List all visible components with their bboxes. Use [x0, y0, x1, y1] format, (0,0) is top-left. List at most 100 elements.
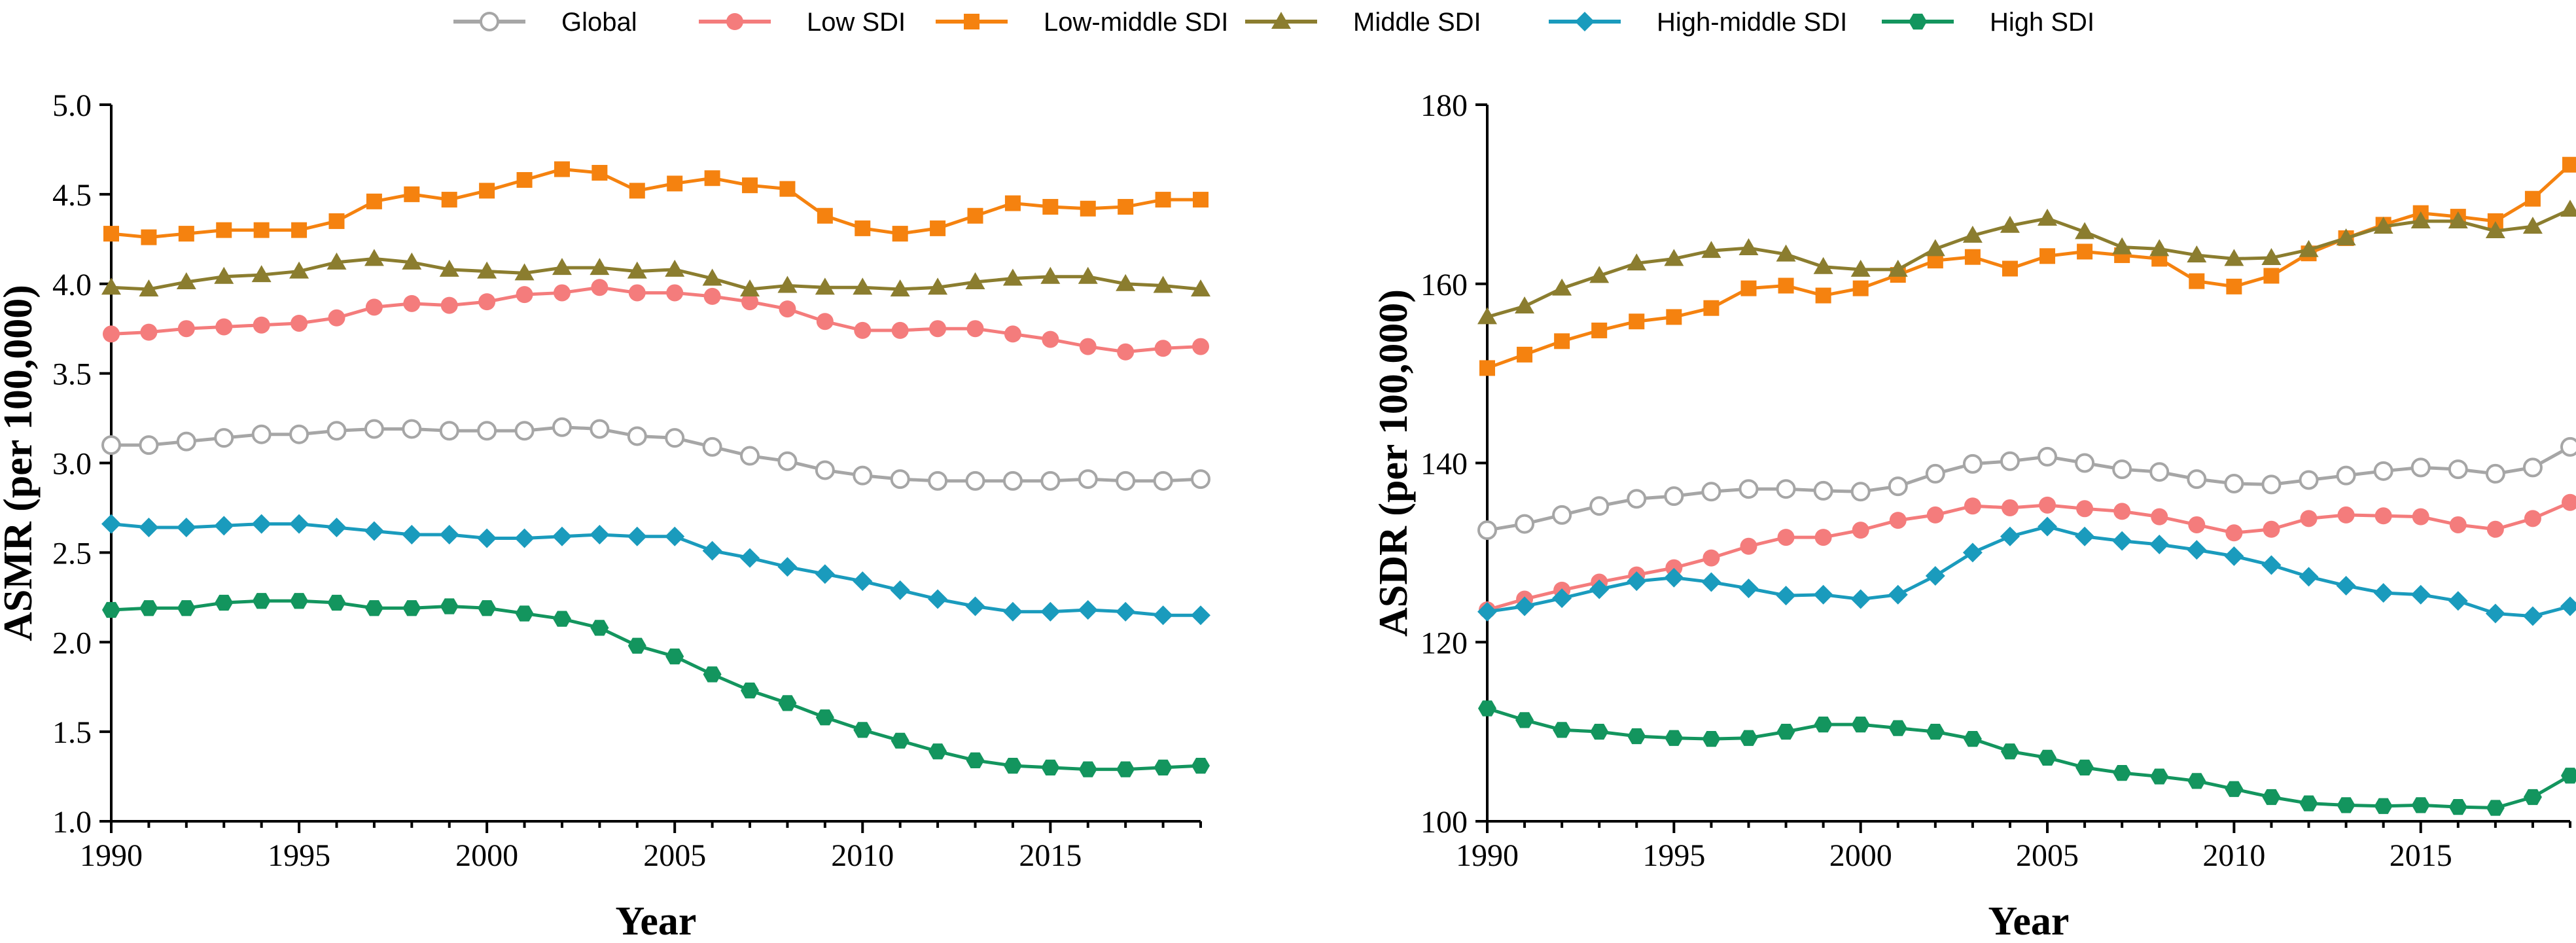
data-point-middle-sdi [2560, 200, 2576, 217]
data-point-global [1153, 471, 1173, 491]
data-point-high-middle-sdi [1589, 579, 1610, 599]
data-point-low-middle-sdi [291, 222, 308, 238]
data-point-high-sdi [2075, 759, 2094, 775]
data-point-middle-sdi [1477, 307, 1497, 325]
data-point-low-sdi [2562, 493, 2576, 511]
data-point-low-middle-sdi [2562, 156, 2576, 173]
data-point-middle-sdi [2075, 222, 2095, 240]
data-point-low-sdi [779, 300, 796, 318]
data-point-middle-sdi [1589, 266, 1610, 283]
data-point-middle-sdi [477, 261, 497, 279]
data-point-low-sdi [741, 293, 759, 311]
data-point-high-sdi [215, 594, 234, 611]
x-axis-title: Year [616, 899, 697, 943]
legend-marker-high-sdi [1909, 13, 1927, 30]
data-point-middle-sdi [289, 261, 309, 279]
series-high-sdi [1478, 700, 2576, 816]
data-point-low-sdi [103, 325, 120, 343]
data-point-global [1191, 469, 1210, 489]
data-point-high-sdi [1814, 717, 1833, 733]
x-tick-label: 1990 [80, 838, 143, 873]
data-point-low-middle-sdi [817, 207, 833, 224]
data-point-high-middle-sdi [2522, 606, 2543, 626]
data-point-global [740, 446, 760, 466]
data-point-low-sdi [2337, 506, 2355, 524]
data-point-global [1962, 454, 1983, 474]
data-point-high-middle-sdi [1477, 601, 1497, 622]
data-point-global [402, 419, 422, 439]
data-point-low-middle-sdi [1080, 200, 1096, 217]
legend-item-global: Global [453, 8, 637, 37]
data-point-global [2112, 459, 2132, 480]
asdr-chart-panel: 100 120 140 160 180 1990 1995 2000 2005 2010 2015 Y… [1371, 88, 2576, 943]
data-point-high-middle-sdi [2373, 582, 2393, 603]
data-point-high-middle-sdi [1925, 565, 1945, 586]
data-point-middle-sdi [2149, 239, 2170, 257]
data-point-high-middle-sdi [1002, 601, 1023, 622]
data-point-high-middle-sdi [1116, 601, 1136, 622]
data-point-high-middle-sdi [1813, 584, 1833, 605]
y-tick-label: 5.0 [52, 88, 92, 123]
data-point-high-middle-sdi [139, 518, 159, 538]
data-point-global [777, 451, 798, 471]
data-point-low-sdi [1042, 330, 1059, 348]
data-point-global [1002, 471, 1023, 491]
data-point-high-sdi [2374, 798, 2393, 814]
data-point-global [1477, 520, 1497, 541]
data-point-global [326, 421, 347, 441]
data-point-high-middle-sdi [289, 514, 309, 534]
data-point-high-middle-sdi [665, 526, 685, 546]
y-tick-label: 100 [1420, 805, 1468, 840]
data-point-middle-sdi [2038, 208, 2058, 226]
data-point-middle-sdi [965, 272, 985, 290]
data-point-middle-sdi [740, 279, 760, 296]
data-point-high-middle-sdi [702, 541, 722, 561]
data-point-middle-sdi [702, 268, 722, 286]
y-tick-label: 140 [1420, 447, 1468, 482]
data-point-low-sdi [816, 313, 834, 330]
data-point-middle-sdi [1002, 268, 1023, 286]
data-point-high-sdi [1078, 761, 1097, 777]
series-line-middle-sdi [111, 257, 1201, 291]
data-point-high-sdi [2561, 768, 2576, 784]
data-point-low-middle-sdi [667, 175, 683, 192]
data-point-middle-sdi [2224, 249, 2244, 266]
y-tick-label: 180 [1420, 88, 1468, 123]
data-point-low-sdi [365, 298, 383, 316]
data-point-global [1116, 471, 1136, 491]
data-point-global [1776, 479, 1796, 499]
data-point-high-sdi [2299, 795, 2318, 811]
data-point-high-sdi [1665, 730, 1684, 746]
data-point-low-sdi [628, 284, 646, 302]
data-point-middle-sdi [890, 279, 910, 296]
series-low-middle-sdi [1479, 156, 2576, 376]
data-point-high-middle-sdi [477, 528, 497, 548]
data-point-middle-sdi [2112, 237, 2132, 255]
data-point-low-sdi [440, 296, 458, 314]
data-point-middle-sdi [2000, 215, 2020, 233]
data-point-low-sdi [966, 320, 984, 338]
data-point-middle-sdi [627, 261, 647, 279]
data-point-global [1078, 469, 1098, 489]
data-point-middle-sdi [1078, 266, 1098, 284]
data-point-low-middle-sdi [591, 165, 608, 181]
data-point-high-sdi [515, 605, 534, 622]
data-point-high-middle-sdi [965, 596, 985, 616]
data-point-middle-sdi [214, 266, 234, 284]
data-point-low-middle-sdi [479, 183, 495, 199]
data-point-high-middle-sdi [2075, 526, 2095, 546]
data-point-high-sdi [1003, 758, 1022, 774]
data-point-low-sdi [2225, 524, 2243, 542]
data-point-high-sdi [1154, 759, 1173, 775]
data-point-low-sdi [666, 284, 684, 302]
data-point-middle-sdi [665, 259, 685, 277]
data-point-global [2560, 436, 2576, 457]
data-point-low-middle-sdi [704, 170, 720, 187]
legend-item-low-sdi: Low SDI [699, 8, 906, 37]
data-point-global [590, 419, 610, 439]
data-point-low-middle-sdi [742, 177, 758, 194]
data-point-middle-sdi [552, 258, 572, 276]
data-point-low-middle-sdi [2263, 268, 2280, 284]
data-point-global [1552, 505, 1572, 525]
